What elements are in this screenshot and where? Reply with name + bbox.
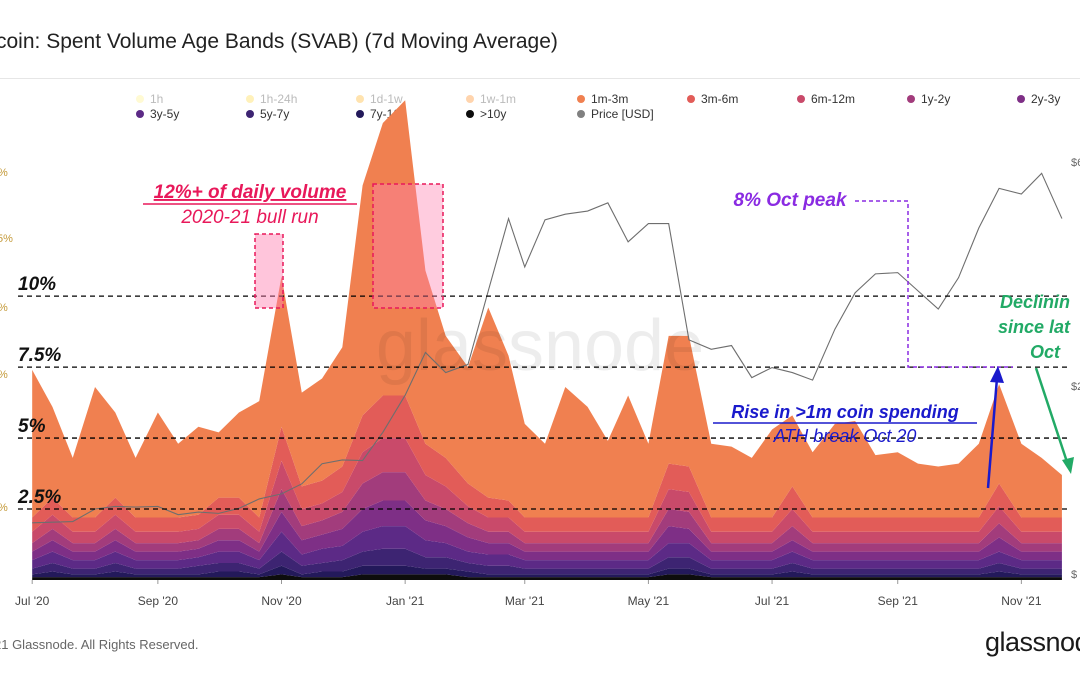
legend-label: 1y-2y	[921, 92, 951, 106]
right-axis-tick: $	[1071, 569, 1077, 581]
annotation-rise-sub: ATH break Oct 20	[773, 426, 917, 446]
legend-label: 2y-3y	[1031, 92, 1061, 106]
x-tick-label: Jul '21	[755, 594, 790, 608]
reference-lines: 10% 7.5% 5% 2.5%	[17, 274, 1068, 510]
watermark: glassnode	[376, 306, 704, 386]
annotation-rise-title: Rise in >1m coin spending	[731, 402, 959, 422]
title-divider	[0, 78, 1080, 79]
area-series-2y-3y	[32, 500, 1062, 561]
legend-item-1m-3m[interactable]: 1m-3m	[577, 92, 628, 106]
legend-label: >10y	[480, 107, 507, 121]
x-axis: Jul '20 Sep '20 Nov '20 Jan '21 Mar '21 May '…	[15, 580, 1042, 608]
annotation-oct-peak: 8% Oct peak	[734, 190, 848, 211]
area-series-5y-7y	[32, 548, 1062, 575]
area-series-1y-2y	[32, 472, 1062, 552]
legend-swatch	[577, 95, 585, 103]
annotation-declining-3: Oct	[1030, 342, 1061, 362]
reference-line-label: 5%	[18, 416, 46, 437]
legend-label: 1w-1m	[480, 92, 517, 106]
left-axis-tick: %	[0, 167, 8, 179]
x-tick-label: May '21	[628, 594, 670, 608]
legend-swatch	[466, 95, 474, 103]
area-series-3y-5y	[32, 526, 1062, 569]
annotation-rise-arrowhead	[990, 366, 1004, 383]
left-axis-tick: %	[0, 502, 8, 514]
x-tick-label: Sep '20	[138, 594, 179, 608]
legend-label: Price [USD]	[591, 107, 654, 121]
left-axis-tick: %	[0, 302, 8, 314]
x-tick-label: Sep '21	[878, 594, 919, 608]
legend-item-10y-plus[interactable]: >10y	[466, 107, 506, 121]
annotation-declining-1: Declinin	[1000, 292, 1070, 312]
stacked-areas	[32, 100, 1062, 580]
area-series-1m-3m	[32, 100, 1062, 518]
annotation-bull-run-sub: 2020-21 bull run	[180, 207, 318, 228]
legend-swatch	[687, 95, 695, 103]
bull-run-highlight-nov	[254, 233, 284, 309]
legend-item-2y-3y[interactable]: 2y-3y	[1017, 92, 1060, 106]
legend-swatch	[136, 110, 144, 118]
legend-item-price[interactable]: Price [USD]	[577, 107, 654, 121]
x-tick-label: Nov '20	[261, 594, 302, 608]
legend-label: 5y-7y	[260, 107, 290, 121]
right-axis-tick: $6	[1071, 157, 1080, 169]
legend-swatch	[356, 95, 364, 103]
legend-item-3y-5y[interactable]: 3y-5y	[136, 107, 179, 121]
legend-label: 1d-1w	[370, 92, 403, 106]
price-line	[32, 172, 1063, 524]
area-series-10y	[32, 574, 1062, 580]
legend-item-1d-1w[interactable]: 1d-1w	[356, 92, 403, 106]
right-axis-tick: $2	[1071, 381, 1080, 393]
annotation-oct-peak-bracket	[855, 200, 1013, 368]
legend-swatch	[246, 110, 254, 118]
legend-label: 3m-6m	[701, 92, 739, 106]
legend-label: 3y-5y	[150, 107, 180, 121]
annotation-rise-arrow	[986, 377, 999, 489]
legend-swatch	[466, 110, 474, 118]
legend-item-1w-1m[interactable]: 1w-1m	[466, 92, 516, 106]
x-tick-label: Jan '21	[386, 594, 425, 608]
legend-swatch	[356, 110, 364, 118]
annotation-declining-arrow	[1034, 367, 1069, 463]
left-axis-tick: 5%	[0, 233, 13, 245]
legend-item-1h-24h[interactable]: 1h-24h	[246, 92, 297, 106]
reference-line-label: 10%	[18, 274, 56, 295]
legend-swatch	[797, 95, 805, 103]
bull-run-highlight-jan	[372, 183, 444, 309]
area-series-3m-6m	[32, 395, 1062, 532]
chart-title: coin: Spent Volume Age Bands (SVAB) (7d …	[0, 30, 558, 53]
annotation-bull-run-title: 12%+ of daily volume	[154, 182, 347, 203]
legend-item-3m-6m[interactable]: 3m-6m	[687, 92, 738, 106]
legend-swatch	[907, 95, 915, 103]
legend-swatch	[246, 95, 254, 103]
copyright-footer: 21 Glassnode. All Rights Reserved.	[0, 637, 199, 652]
glassnode-logo: glassnod	[985, 627, 1080, 657]
annotation-declining-2: since lat	[998, 317, 1071, 337]
legend-label: 1m-3m	[591, 92, 629, 106]
legend-label: 1h	[150, 92, 164, 106]
area-series-7y-10y	[32, 565, 1062, 578]
legend-item-6m-12m[interactable]: 6m-12m	[797, 92, 855, 106]
x-tick-label: Mar '21	[505, 594, 545, 608]
x-tick-label: Jul '20	[15, 594, 50, 608]
x-tick-label: Nov '21	[1001, 594, 1042, 608]
reference-line-label: 7.5%	[18, 345, 61, 366]
legend-swatch	[136, 95, 144, 103]
legend-label: 1h-24h	[260, 92, 298, 106]
left-axis-tick: %	[0, 369, 8, 381]
legend-item-1y-2y[interactable]: 1y-2y	[907, 92, 950, 106]
annotation-declining-arrowhead	[1062, 457, 1074, 474]
legend-item-5y-7y[interactable]: 5y-7y	[246, 107, 289, 121]
area-series-6m-12m	[32, 438, 1062, 544]
reference-line-label: 2.5%	[17, 487, 61, 508]
legend-swatch	[1017, 95, 1025, 103]
legend-item-1h[interactable]: 1h	[136, 92, 163, 106]
legend-swatch	[577, 110, 585, 118]
legend-label: 6m-12m	[811, 92, 856, 106]
legend: 1h 1h-24h 1d-1w 1w-1m 1m-3m 3m-6m 6m-12m…	[0, 88, 1080, 128]
